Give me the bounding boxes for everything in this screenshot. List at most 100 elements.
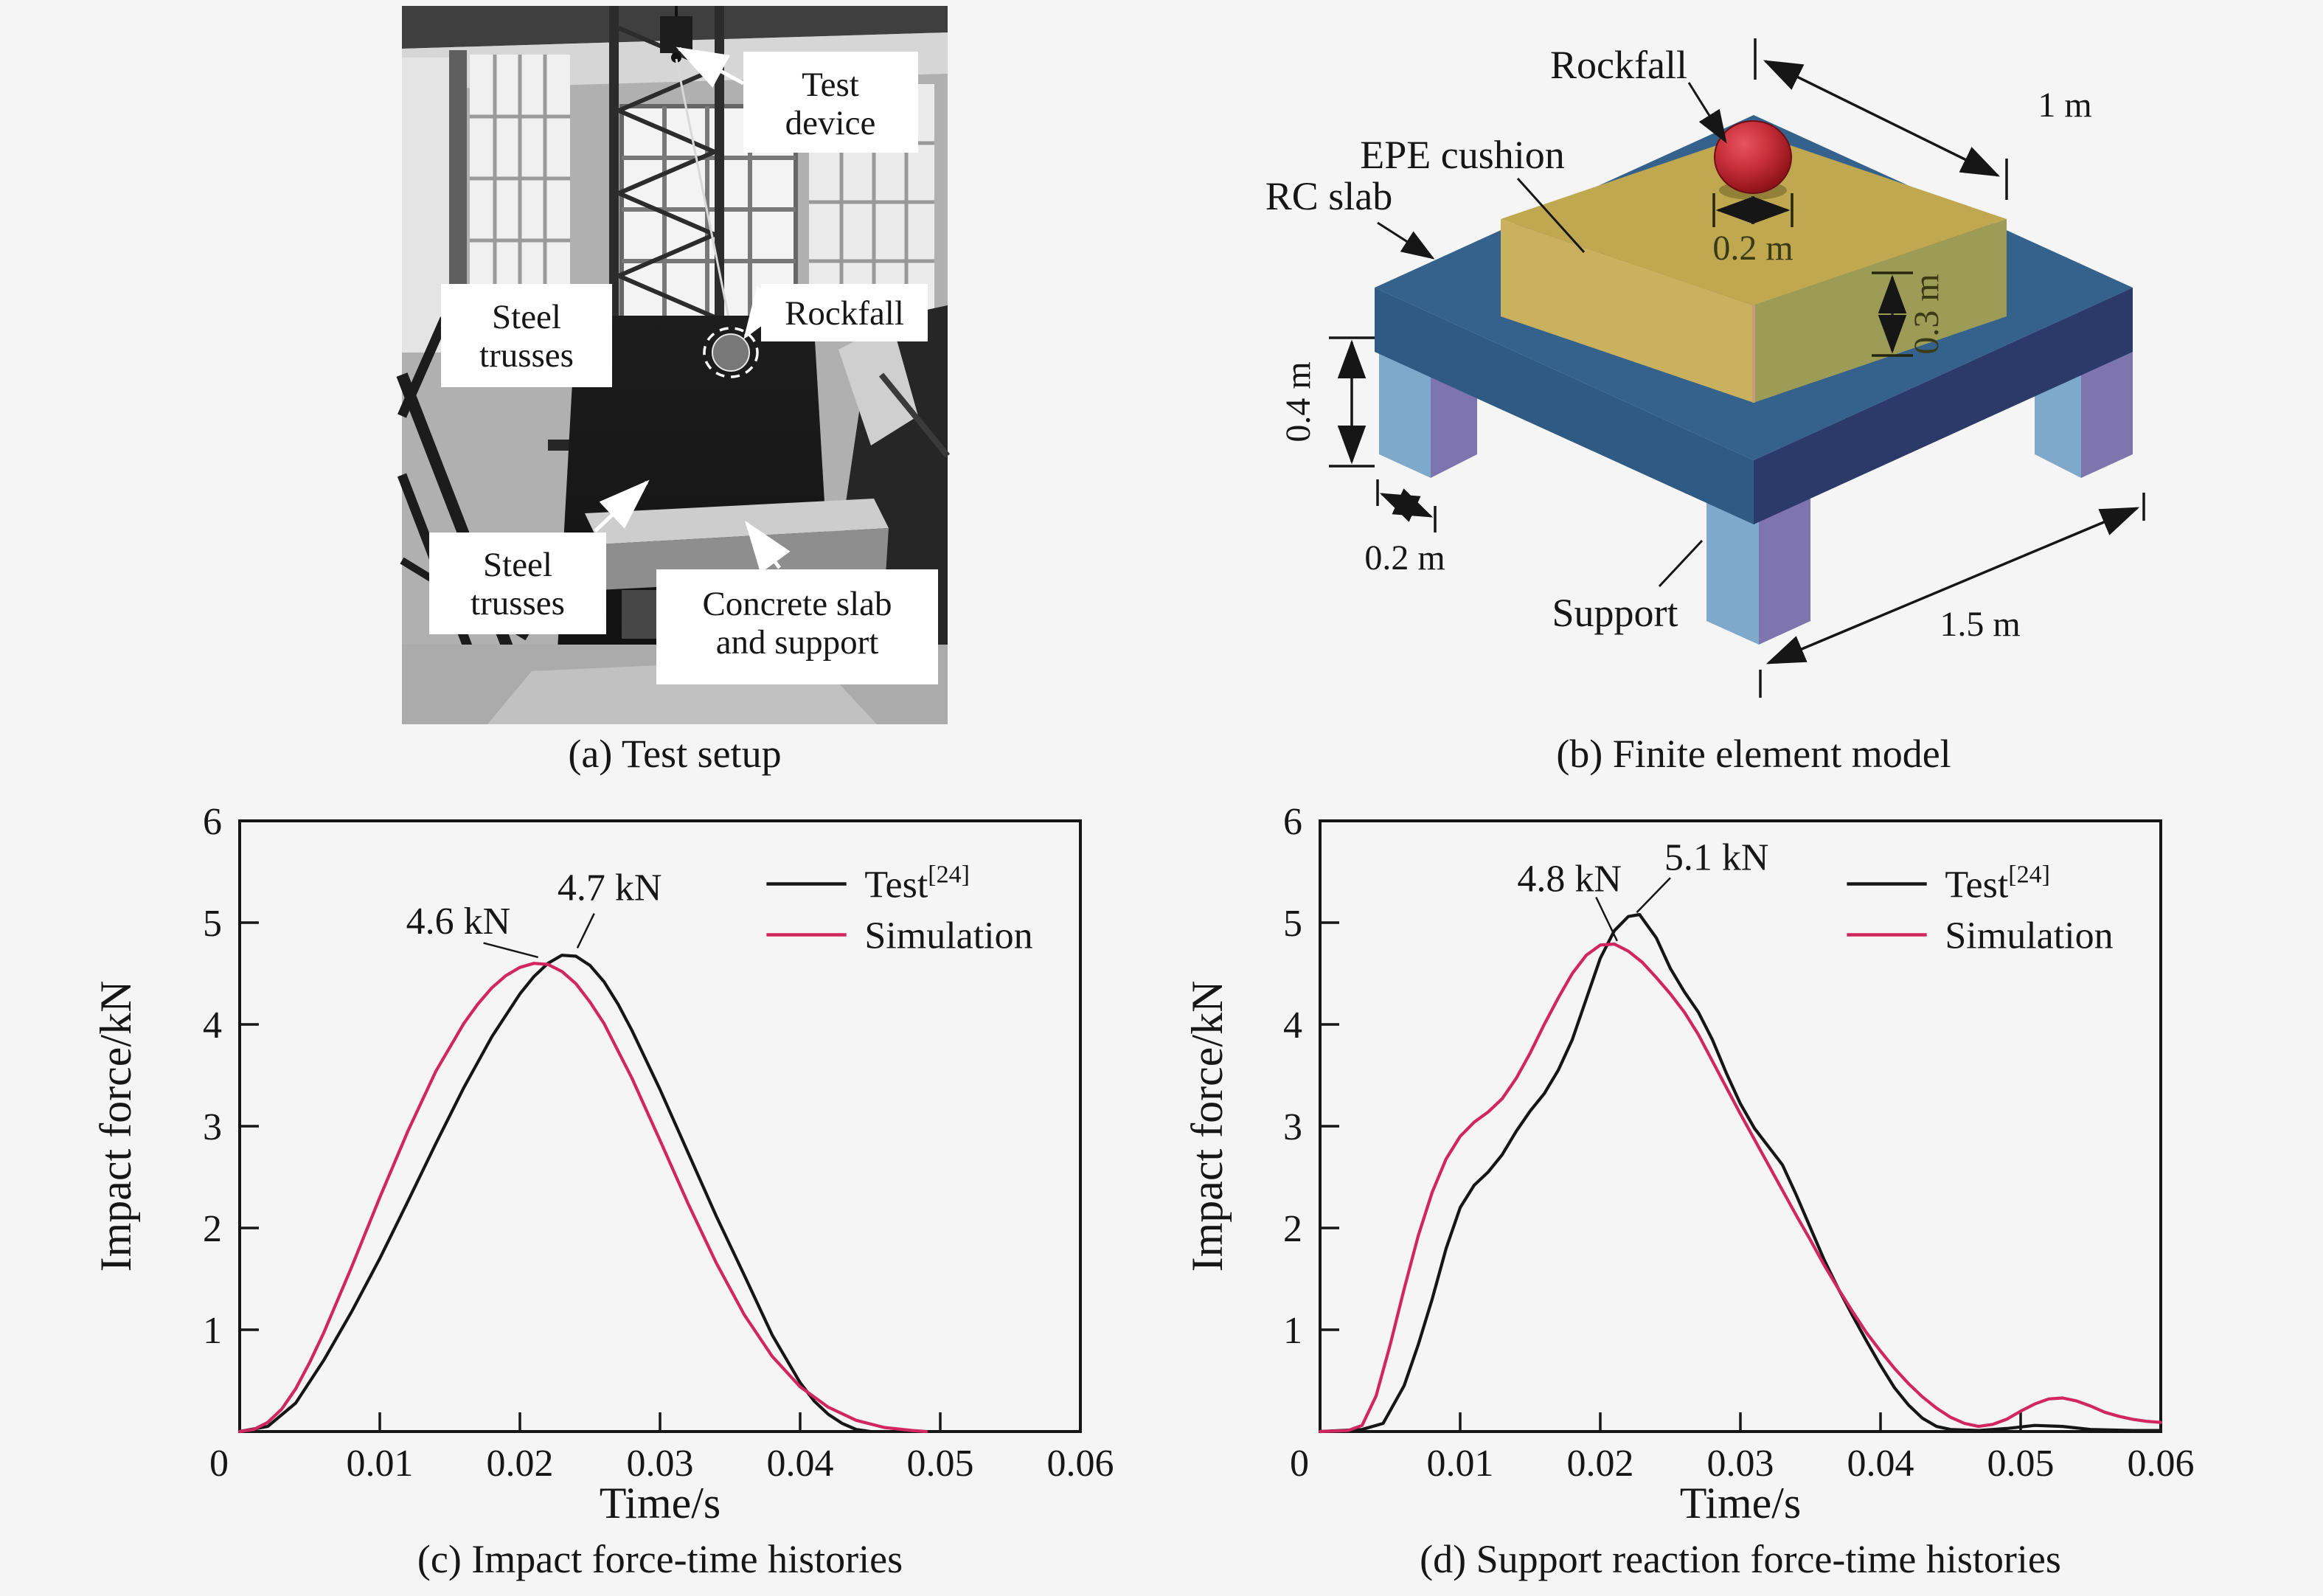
curve-simulation (237, 962, 928, 1434)
plot-frame (238, 819, 1082, 1433)
dim-15m-label: 1.5 m (1940, 605, 2020, 644)
legend-label: Simulation (1945, 915, 2113, 957)
label-steel-trusses-lower-line1: Steel (483, 546, 552, 584)
dim-03m (1872, 271, 1913, 357)
photo-labels: Test device Steel trusses Rockfall Steel… (429, 52, 938, 684)
annotation-pointer (1636, 877, 1671, 914)
annotation-text: 4.7 kN (558, 867, 662, 909)
chart-impact-force: 0.01 0.02 0.03 0.04 0.05 0.06 0 1 2 3 4 5 6 Test[24] S… (203, 801, 1114, 1485)
dim-1m-label: 1 m (2038, 86, 2091, 125)
y-tick-label: 2 (203, 1208, 222, 1250)
dim-04m (1329, 336, 1375, 468)
x-tick-label: 0.03 (1707, 1443, 1774, 1485)
panel-a-photo: Test device Steel trusses Rockfall Steel… (396, 6, 951, 724)
series-curves (237, 954, 928, 1434)
y-tick-label: 6 (203, 801, 222, 843)
label-test-device-line1: Test (802, 66, 859, 104)
x-tick-label: 0.02 (487, 1443, 554, 1485)
plot-frame (1319, 819, 2162, 1433)
origin-label: 0 (1290, 1443, 1309, 1485)
xlabel-chart-c: Time/s (600, 1479, 721, 1527)
annotations: 4.6 kN 4.7 kN (406, 867, 662, 959)
annotation-text: 4.6 kN (406, 901, 511, 943)
axis-ticks: 0.01 0.02 0.03 0.04 0.05 0.06 0 1 2 3 4 5 6 (203, 801, 1114, 1485)
annotation-pointer (576, 913, 595, 949)
caption-panel-d: (d) Support reaction force-time historie… (1420, 1537, 2061, 1581)
pointer-b-epe-cushion (1516, 177, 1586, 254)
label-steel-trusses-upper-line2: trusses (479, 336, 574, 375)
rockfall-ball (703, 327, 759, 378)
x-tick-label: 0.05 (907, 1443, 974, 1485)
panel-b-model: 1 m 0.2 m 0.3 m 0.4 m 0.2 m (1265, 38, 2145, 698)
right-leg-side-face (2081, 347, 2133, 478)
label-b-rc-slab: RC slab (1265, 174, 1393, 218)
ylabel-chart-c: Impact force/kN (91, 981, 140, 1272)
arrow-to-concrete-slab (745, 520, 791, 574)
label-concrete-slab-line2: and support (716, 623, 879, 662)
dim-1m (1754, 38, 2008, 200)
label-test-device-line2: device (785, 104, 876, 142)
axis-ticks: 0.01 0.02 0.03 0.04 0.05 0.06 0 1 2 3 4 5 6 (1283, 801, 2195, 1485)
label-b-epe-cushion: EPE cushion (1360, 133, 1565, 177)
rockfall-dashed-ring (703, 327, 759, 378)
label-box-rockfall (761, 284, 928, 341)
y-tick-label: 6 (1283, 801, 1302, 843)
drop-cable (675, 58, 732, 329)
left-window (470, 55, 570, 302)
label-rockfall: Rockfall (785, 294, 904, 333)
caption-panel-c: (c) Impact force-time histories (417, 1537, 903, 1581)
annotation-text: 4.8 kN (1517, 858, 1622, 900)
label-box-steel-trusses-upper (441, 284, 612, 387)
pointer-b-rockfall (1687, 82, 1727, 144)
x-tick-label: 0.02 (1567, 1443, 1634, 1485)
y-tick-label: 5 (203, 903, 222, 945)
dim-04m-label: 0.4 m (1279, 361, 1318, 442)
caption-panel-a: (a) Test setup (568, 732, 781, 776)
legend-label: Test[24] (864, 861, 970, 906)
label-steel-trusses-lower-line2: trusses (470, 584, 565, 622)
y-tick-label: 3 (203, 1106, 222, 1148)
x-tick-label: 0.05 (1987, 1443, 2055, 1485)
legend-label: Test[24] (1945, 861, 2050, 906)
label-box-test-device (743, 52, 918, 153)
rockfall-sphere (1714, 120, 1792, 194)
origin-label: 0 (209, 1443, 229, 1485)
y-tick-label: 3 (1283, 1106, 1302, 1148)
x-tick-label: 0.01 (347, 1443, 414, 1485)
y-tick-label: 4 (1283, 1005, 1302, 1047)
x-tick-label: 0.06 (2128, 1443, 2195, 1485)
photo-pointer-arrows (594, 46, 791, 574)
dim-rock-02m (1712, 193, 1794, 227)
arrow-to-steel-trusses (594, 479, 650, 532)
x-tick-label: 0.03 (627, 1443, 694, 1485)
dim-leg-02m-label: 0.2 m (1364, 538, 1445, 577)
y-tick-label: 4 (203, 1005, 222, 1047)
curve-test (237, 954, 872, 1434)
left-leg-front-face (1379, 347, 1431, 478)
x-tick-label: 0.01 (1427, 1443, 1494, 1485)
xlabel-chart-d: Time/s (1680, 1479, 1802, 1527)
dim-03m-label: 0.3 m (1907, 274, 1946, 354)
legend: Test[24] Simulation (1847, 861, 2114, 957)
x-tick-label: 0.04 (767, 1443, 834, 1485)
ylabel-chart-d: Impact force/kN (1183, 981, 1232, 1272)
y-tick-label: 5 (1283, 903, 1302, 945)
curve-simulation (1318, 942, 2163, 1434)
arrow-to-rockfall (743, 286, 788, 340)
caption-panel-b: (b) Finite element model (1556, 732, 1951, 776)
legend: Test[24] Simulation (766, 861, 1033, 957)
x-tick-label: 0.06 (1047, 1443, 1114, 1485)
label-b-rockfall: Rockfall (1550, 43, 1687, 87)
annotations: 4.8 kN 5.1 kN (1517, 836, 1768, 942)
legend-label: Simulation (864, 915, 1032, 957)
front-leg-front-face (1706, 487, 1759, 645)
label-box-steel-trusses-lower (429, 532, 606, 634)
label-steel-trusses-upper-line1: Steel (492, 298, 561, 336)
pointer-b-rc-slab (1377, 221, 1435, 260)
cushion-left-face (1501, 219, 1754, 403)
y-tick-label: 1 (1283, 1310, 1302, 1352)
dim-leg-02m (1376, 479, 1437, 532)
label-concrete-slab-line1: Concrete slab (702, 585, 892, 623)
annotation-pointer (483, 942, 539, 959)
